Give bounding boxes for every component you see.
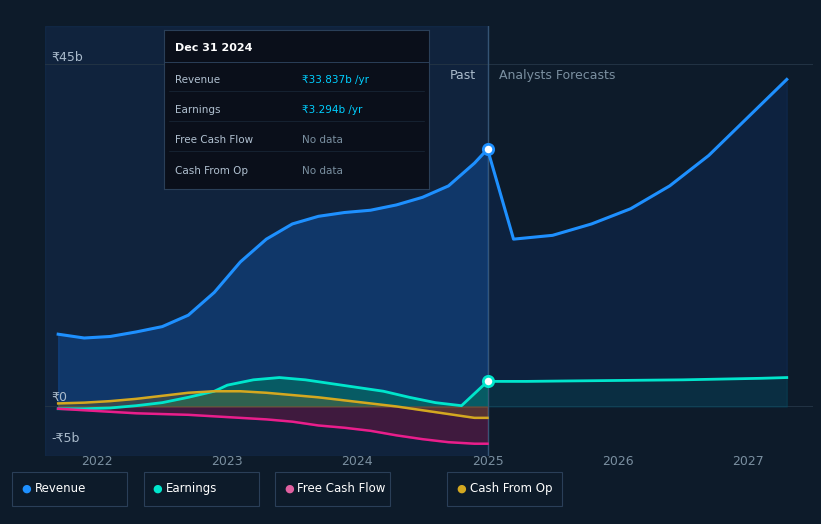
Text: Free Cash Flow: Free Cash Flow	[297, 482, 386, 495]
Text: 2024: 2024	[342, 455, 374, 468]
Text: Earnings: Earnings	[166, 482, 218, 495]
Text: 2023: 2023	[212, 455, 243, 468]
Point	[481, 377, 494, 386]
Text: 2025: 2025	[471, 455, 503, 468]
Text: ●: ●	[284, 484, 294, 494]
Text: 2027: 2027	[732, 455, 764, 468]
Text: Past: Past	[450, 69, 476, 82]
Text: ●: ●	[456, 484, 466, 494]
Text: ₹45b: ₹45b	[52, 51, 84, 64]
Text: 2026: 2026	[602, 455, 634, 468]
Text: Cash From Op: Cash From Op	[470, 482, 552, 495]
Text: ●: ●	[153, 484, 163, 494]
Point	[481, 145, 494, 154]
Bar	[45, 26, 488, 456]
Text: ₹0: ₹0	[52, 391, 67, 404]
Text: Revenue: Revenue	[34, 482, 86, 495]
Text: -₹5b: -₹5b	[52, 431, 80, 444]
Text: Analysts Forecasts: Analysts Forecasts	[499, 69, 616, 82]
Text: ●: ●	[21, 484, 31, 494]
Text: 2022: 2022	[81, 455, 113, 468]
